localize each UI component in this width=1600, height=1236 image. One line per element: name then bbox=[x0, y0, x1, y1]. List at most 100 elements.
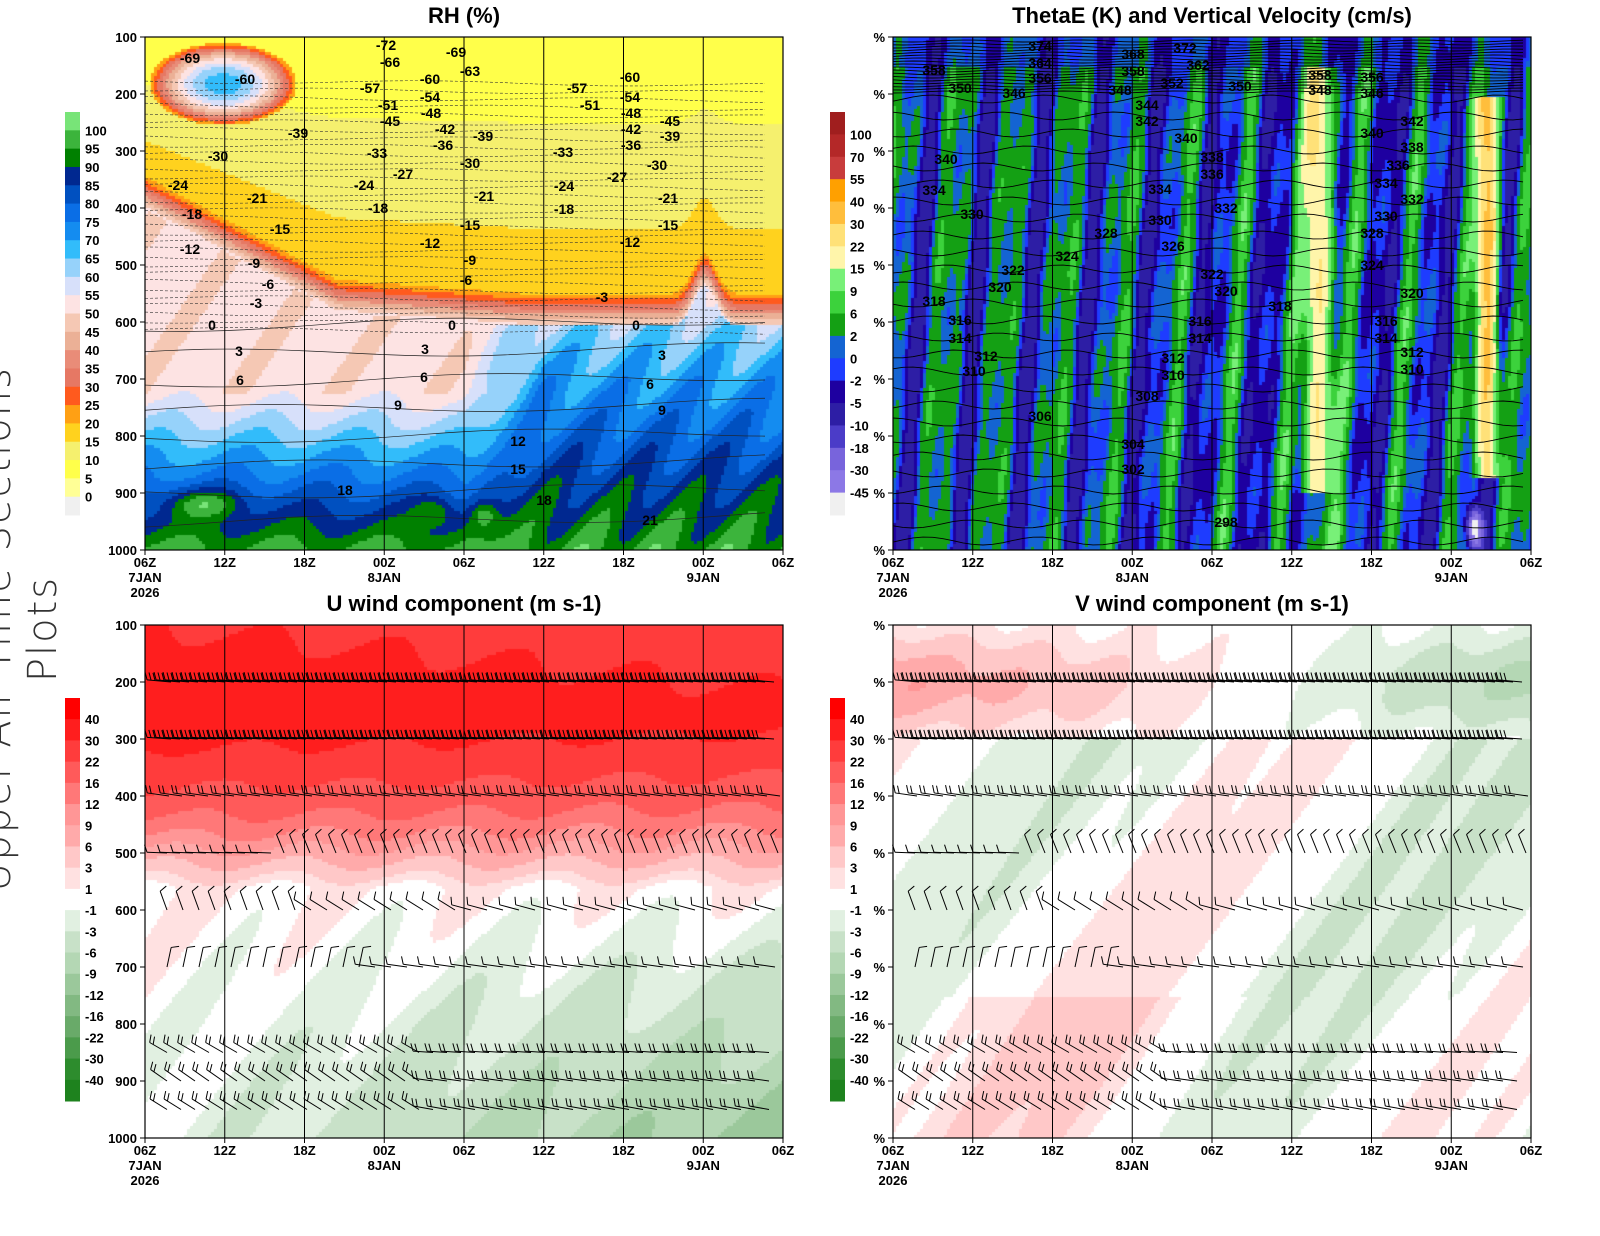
wind-barb-feather bbox=[485, 1098, 488, 1107]
wind-barb-feather bbox=[1401, 1098, 1404, 1107]
wind-barb-feather bbox=[536, 1043, 540, 1052]
wind-barb-feather bbox=[449, 956, 452, 965]
wind-barb-feather bbox=[986, 672, 990, 681]
colorbar-label: -9 bbox=[850, 967, 862, 982]
wind-barb-feather bbox=[481, 1098, 484, 1107]
contour-label: 316 bbox=[1374, 313, 1398, 329]
wind-barb-feather bbox=[634, 672, 638, 681]
wind-barb-feather bbox=[558, 672, 562, 681]
wind-barb-feather bbox=[220, 672, 224, 681]
wind-barb-feather bbox=[1108, 1061, 1112, 1070]
wind-barb-feather bbox=[1143, 730, 1147, 739]
wind-barb-feather bbox=[436, 729, 440, 738]
wind-barb bbox=[499, 904, 520, 911]
contour-label: -39 bbox=[288, 125, 308, 141]
y-tick-label: % bbox=[873, 87, 885, 102]
wind-barb bbox=[623, 1050, 644, 1053]
colorbar-swatch bbox=[65, 1037, 80, 1060]
plot-frame bbox=[892, 36, 1532, 551]
wind-barb-feather bbox=[1378, 785, 1381, 794]
wind-barb-feather bbox=[1303, 1098, 1306, 1107]
wind-barb-feather bbox=[243, 672, 247, 681]
wind-barb bbox=[1232, 834, 1241, 854]
wind-barb-feather bbox=[1357, 956, 1360, 965]
wind-barb-feather bbox=[541, 1070, 544, 1079]
wind-barb-feather bbox=[278, 1093, 282, 1102]
wind-barb-feather bbox=[571, 729, 575, 738]
wind-barb-feather bbox=[1081, 672, 1085, 681]
wind-barb bbox=[278, 947, 284, 968]
wind-barb-feather bbox=[564, 1043, 568, 1052]
wind-barb-feather bbox=[396, 672, 400, 681]
wind-barb-feather bbox=[1436, 729, 1440, 738]
contour-label: -54 bbox=[420, 89, 440, 105]
wind-barb-feather bbox=[751, 672, 755, 681]
wind-barb-feather bbox=[1229, 729, 1233, 738]
wind-barb-feather bbox=[1322, 785, 1325, 794]
wind-barb-feather bbox=[692, 828, 699, 835]
wind-barb-feather bbox=[1479, 828, 1486, 835]
wind-barb-feather bbox=[1346, 729, 1350, 738]
wind-barb-feather bbox=[261, 672, 265, 681]
wind-barb-feather bbox=[1191, 1098, 1194, 1107]
wind-barb-feather bbox=[1166, 729, 1170, 738]
wind-barb-feather bbox=[565, 1070, 568, 1079]
wind-barb-feather bbox=[705, 956, 708, 965]
wind-barb bbox=[553, 1077, 574, 1082]
wind-barb-feather bbox=[1116, 730, 1120, 739]
wind-barb-feather bbox=[1170, 785, 1173, 794]
x-tick-label: 12Z bbox=[533, 1143, 555, 1158]
wind-barb bbox=[1167, 834, 1176, 854]
wind-barb bbox=[441, 1050, 462, 1053]
wind-barb-feather bbox=[1004, 672, 1008, 681]
wind-barb-feather bbox=[1079, 945, 1088, 948]
contour-line bbox=[892, 519, 1524, 529]
wind-barb bbox=[567, 1077, 588, 1082]
wind-barb bbox=[191, 1098, 210, 1110]
wind-barb-feather bbox=[1283, 729, 1287, 738]
wind-barb-feather bbox=[620, 730, 624, 739]
contour-label: 342 bbox=[1400, 113, 1424, 129]
wind-barb-feather bbox=[410, 1043, 414, 1052]
colorbar-label: 12 bbox=[85, 797, 99, 812]
wind-barb bbox=[1217, 1105, 1238, 1110]
wind-barb-feather bbox=[553, 672, 557, 681]
wind-barb-feather bbox=[1373, 729, 1377, 738]
wind-barb bbox=[1094, 1069, 1112, 1082]
wind-barb-feather bbox=[481, 956, 484, 965]
wind-barb-feather bbox=[474, 785, 477, 794]
wind-barb-feather bbox=[1501, 956, 1504, 965]
wind-barb-feather bbox=[1327, 1070, 1330, 1079]
wind-barb-feather bbox=[1041, 891, 1045, 900]
wind-barb-feather bbox=[157, 729, 161, 738]
wind-barb bbox=[1518, 834, 1527, 854]
wind-barb-feather bbox=[1010, 1061, 1014, 1070]
wind-barb bbox=[357, 898, 376, 911]
wind-barb bbox=[1121, 1042, 1140, 1053]
wind-barb bbox=[1357, 1050, 1378, 1053]
wind-barb-feather bbox=[941, 672, 945, 681]
wind-barb-feather bbox=[299, 945, 308, 948]
wind-barb-feather bbox=[178, 1061, 182, 1070]
wind-barb-feather bbox=[1306, 672, 1310, 681]
wind-barb bbox=[1497, 1105, 1518, 1110]
wind-barb-feather bbox=[1297, 672, 1301, 681]
wind-barb bbox=[651, 1105, 672, 1110]
contour-line bbox=[144, 288, 766, 295]
wind-barb-feather bbox=[470, 785, 473, 794]
wind-barb-feather bbox=[235, 844, 239, 853]
wind-barb-feather bbox=[975, 785, 978, 794]
wind-barb-feather bbox=[956, 1093, 960, 1102]
wind-barb-feather bbox=[458, 672, 462, 681]
wind-barb-feather bbox=[278, 672, 282, 681]
colorbar-swatch bbox=[65, 1058, 80, 1081]
wind-barb-feather bbox=[1324, 672, 1328, 681]
wind-barb bbox=[1023, 1042, 1042, 1053]
wind-barb-feather bbox=[918, 844, 922, 853]
contour-label: 308 bbox=[1135, 388, 1159, 404]
wind-barb-feather bbox=[1220, 729, 1224, 738]
wind-barb bbox=[549, 834, 558, 854]
wind-barb-feather bbox=[305, 730, 309, 739]
wind-barb-feather bbox=[959, 672, 963, 681]
